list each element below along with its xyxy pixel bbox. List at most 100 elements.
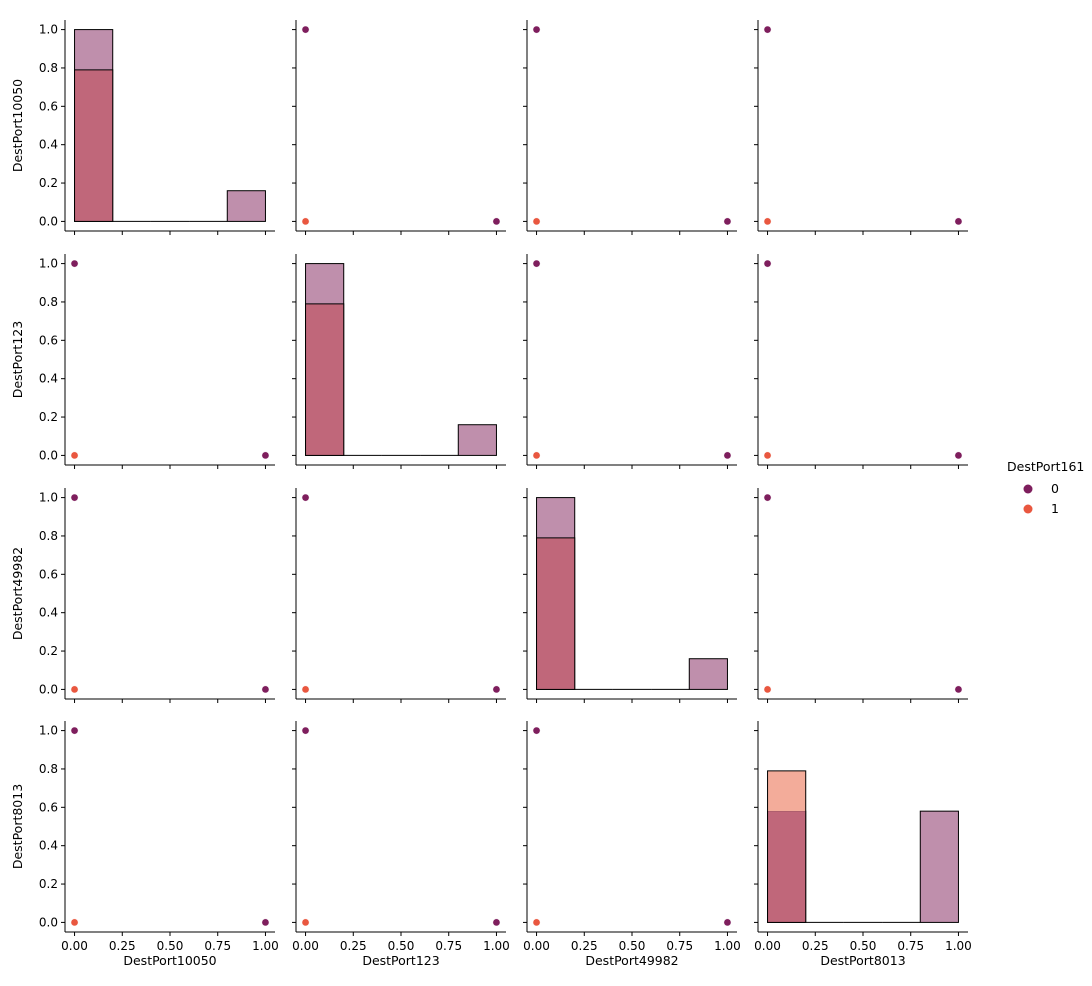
panel-DestPort8013-vs-DestPort123: 0.00 0.25 0.50 0.75 1.00 DestPort123 (292, 721, 510, 968)
legend-title: DestPort161 (1007, 459, 1084, 474)
x-tick-label: 0.50 (619, 939, 646, 953)
hist-bar-hue0-bin4 (688, 658, 728, 690)
legend-label-hue0: 0 (1051, 481, 1059, 496)
panel-DestPort123-vs-DestPort123 (292, 254, 506, 469)
x-tick-label: 0.75 (204, 939, 231, 953)
x-axis-title: DestPort123 (362, 953, 439, 968)
y-tick-label: 1.0 (39, 23, 58, 37)
y-axis-title: DestPort10050 (10, 79, 25, 172)
y-tick-label: 0.0 (39, 214, 58, 228)
scatter-point-2 (532, 217, 541, 226)
x-tick-label: 1.00 (945, 939, 972, 953)
panel-DestPort123-vs-DestPort8013 (754, 254, 968, 469)
scatter-point-2 (70, 685, 79, 694)
hist-bar-overlap-bin0 (305, 303, 344, 456)
scatter-point-1 (954, 217, 963, 226)
pairplot-grid: 0.0 0.2 0.4 0.6 0.8 1.0 DestPort10050 0.0 0.2 0.4… (10, 20, 972, 968)
x-axis-title: DestPort49982 (585, 953, 678, 968)
y-tick-label: 0.2 (39, 877, 58, 891)
x-tick-label: 0.00 (292, 939, 319, 953)
scatter-point-1 (492, 918, 501, 927)
panel-DestPort10050-vs-DestPort8013 (754, 20, 968, 235)
y-tick-label: 0.6 (39, 99, 58, 113)
scatter-point-0 (301, 493, 310, 502)
hist-bar-hue1-bin0 (767, 770, 806, 812)
scatter-point-2 (763, 685, 772, 694)
scatter-point-0 (763, 493, 772, 502)
x-tick-label: 0.25 (109, 939, 136, 953)
scatter-point-1 (492, 685, 501, 694)
y-tick-label: 0.4 (39, 372, 58, 386)
scatter-point-2 (763, 451, 772, 460)
hist-bar-hue1-outline-bin0 (74, 69, 114, 222)
y-tick-label: 0.6 (39, 800, 58, 814)
scatter-point-0 (70, 726, 79, 735)
y-tick-label: 0.6 (39, 567, 58, 581)
x-tick-label: 1.00 (252, 939, 279, 953)
scatter-point-1 (723, 217, 732, 226)
hist-bar-overlap-bin0 (74, 69, 113, 222)
x-tick-label: 0.25 (802, 939, 829, 953)
scatter-point-2 (301, 918, 310, 927)
hist-bar-hue1-outline-bin0 (305, 303, 345, 456)
scatter-point-1 (261, 451, 270, 460)
hist-bar-overlap-bin0 (536, 537, 575, 690)
y-tick-label: 0.0 (39, 682, 58, 696)
hist-bar-hue0-bin4 (226, 190, 266, 222)
hist-bar-hue0-bin4 (457, 424, 497, 456)
y-tick-label: 0.0 (39, 915, 58, 929)
y-tick-label: 0.8 (39, 529, 58, 543)
panel-DestPort49982-vs-DestPort8013 (754, 488, 968, 703)
legend-marker-hue1 (1023, 504, 1033, 514)
scatter-point-1 (954, 685, 963, 694)
panel-DestPort49982-vs-DestPort10050: 0.0 0.2 0.4 0.6 0.8 1.0 DestPort49982 (10, 488, 275, 703)
panel-DestPort10050-vs-DestPort10050: 0.0 0.2 0.4 0.6 0.8 1.0 DestPort10050 (10, 20, 275, 235)
x-tick-label: 0.00 (523, 939, 550, 953)
hist-bar-hue1-outline-bin0 (536, 537, 576, 690)
scatter-point-1 (261, 685, 270, 694)
x-tick-label: 1.00 (483, 939, 510, 953)
panel-DestPort123-vs-DestPort10050: 0.0 0.2 0.4 0.6 0.8 1.0 DestPort123 (10, 254, 275, 469)
panel-DestPort10050-vs-DestPort123 (292, 20, 506, 235)
panel-DestPort8013-vs-DestPort10050: 0.0 0.2 0.4 0.6 0.8 1.0 0.00 0.25 0.50 0.75 1.00 De… (10, 721, 279, 968)
y-tick-label: 1.0 (39, 724, 58, 738)
panel-DestPort49982-vs-DestPort49982 (523, 488, 737, 703)
scatter-point-2 (70, 451, 79, 460)
panel-DestPort123-vs-DestPort49982 (523, 254, 737, 469)
hist-bar-hue0-bin4 (919, 810, 959, 923)
panel-DestPort8013-vs-DestPort49982: 0.00 0.25 0.50 0.75 1.00 DestPort49982 (523, 721, 741, 968)
scatter-point-0 (532, 259, 541, 268)
y-tick-label: 0.2 (39, 410, 58, 424)
legend-marker-hue0 (1023, 484, 1033, 494)
x-tick-label: 1.00 (714, 939, 741, 953)
scatter-point-1 (492, 217, 501, 226)
x-tick-label: 0.00 (61, 939, 88, 953)
y-tick-label: 0.4 (39, 839, 58, 853)
scatter-point-0 (70, 493, 79, 502)
y-tick-label: 0.2 (39, 644, 58, 658)
y-axis-title: DestPort49982 (10, 547, 25, 640)
scatter-point-2 (532, 918, 541, 927)
x-axis-title: DestPort10050 (123, 953, 216, 968)
y-tick-label: 0.8 (39, 762, 58, 776)
scatter-point-0 (301, 726, 310, 735)
y-tick-label: 1.0 (39, 491, 58, 505)
y-tick-label: 0.6 (39, 333, 58, 347)
x-tick-label: 0.50 (388, 939, 415, 953)
scatter-point-2 (301, 685, 310, 694)
scatter-point-0 (301, 25, 310, 34)
x-tick-label: 0.75 (897, 939, 924, 953)
y-tick-label: 0.0 (39, 448, 58, 462)
scatter-point-1 (261, 918, 270, 927)
panel-DestPort10050-vs-DestPort49982 (523, 20, 737, 235)
scatter-point-0 (532, 25, 541, 34)
scatter-point-2 (532, 451, 541, 460)
scatter-point-0 (532, 726, 541, 735)
scatter-point-2 (70, 918, 79, 927)
panel-DestPort8013-vs-DestPort8013: 0.00 0.25 0.50 0.75 1.00 DestPort8013 (754, 721, 972, 968)
y-tick-label: 1.0 (39, 257, 58, 271)
hist-bar-hue1-outline-bin0 (767, 770, 807, 923)
scatter-point-2 (301, 217, 310, 226)
x-tick-label: 0.25 (571, 939, 598, 953)
